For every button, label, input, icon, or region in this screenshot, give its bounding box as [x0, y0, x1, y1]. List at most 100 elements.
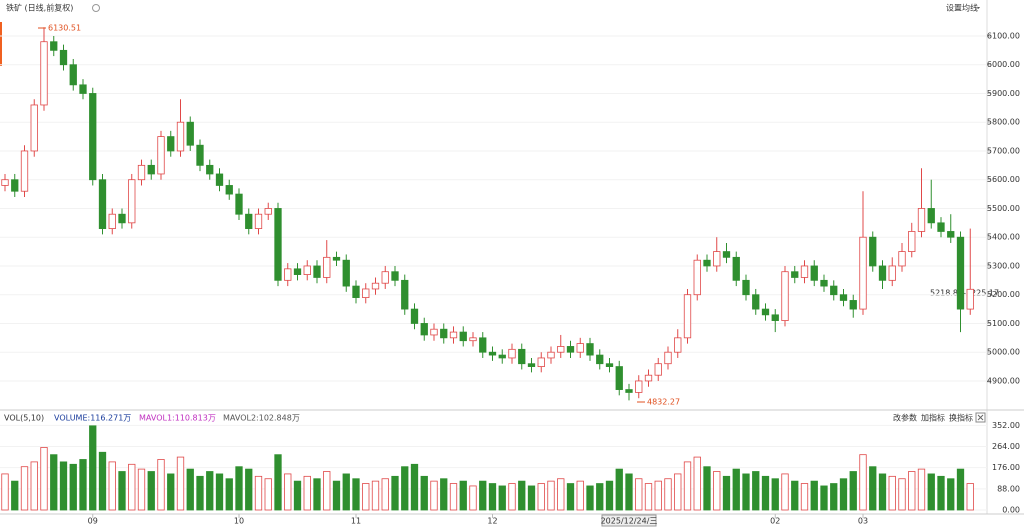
candle-body: [274, 208, 282, 281]
volume-bar: [625, 473, 633, 511]
candle-body: [186, 121, 194, 146]
volume-bar: [605, 480, 614, 511]
volume-bar: [742, 473, 750, 511]
candle-body: [859, 236, 867, 310]
annotation: 4832.27: [647, 398, 680, 407]
volume-bar: [128, 463, 136, 511]
volume-bar: [479, 480, 487, 511]
volume-bar: [810, 480, 818, 511]
volume-bar: [830, 483, 838, 511]
candle-body: [59, 49, 68, 66]
button[interactable]: 加指标: [921, 413, 945, 423]
candle-body: [966, 288, 974, 310]
y-tick-label: 5100.00: [987, 319, 1020, 328]
candle-body: [820, 279, 828, 287]
button[interactable]: 改参数: [893, 413, 917, 423]
volume-bar: [459, 480, 467, 511]
volume-header: MAVOL2:102.848万: [223, 414, 300, 423]
volume-bar: [401, 466, 409, 511]
volume-bar: [937, 475, 945, 511]
volume-bar: [518, 480, 526, 511]
candle-body: [215, 173, 224, 186]
volume-bar: [274, 454, 282, 511]
volume-bar: [206, 471, 214, 511]
y-tick-label: 176.00: [992, 463, 1020, 472]
volume-bar: [654, 480, 662, 511]
candle-body: [917, 208, 926, 232]
candle-body: [381, 271, 389, 284]
volume-bar: [800, 483, 809, 511]
candle-body: [196, 144, 204, 166]
candle-body: [518, 348, 526, 365]
candle-body: [557, 346, 565, 353]
candle-body: [371, 282, 380, 290]
candle-body: [50, 41, 58, 51]
volume-bar: [674, 473, 682, 511]
candle-body: [176, 121, 185, 152]
volume-bar: [771, 478, 779, 511]
candle-body: [1, 179, 9, 186]
menu[interactable]: 设置均线: [946, 3, 978, 13]
volume-bar: [586, 485, 594, 511]
volume-bar: [342, 473, 350, 511]
button[interactable]: 换指标: [949, 413, 973, 423]
volume-bar: [245, 468, 253, 511]
volume-bar: [781, 473, 789, 511]
volume-bar: [683, 461, 692, 511]
volume-bar: [303, 475, 311, 511]
candle-body: [20, 150, 29, 192]
candle-body: [810, 265, 818, 281]
volume-bar: [488, 483, 497, 511]
candle-body: [30, 104, 38, 152]
volume-bar: [615, 468, 623, 511]
y-tick-label: 5400.00: [987, 233, 1020, 242]
candle-body: [245, 213, 253, 229]
candle-body: [469, 337, 477, 342]
candle-body: [644, 374, 653, 382]
candle-body: [596, 354, 604, 365]
volume-bar: [371, 480, 380, 511]
candle-body: [137, 164, 146, 181]
candle-body: [440, 328, 448, 339]
candle-body: [693, 259, 701, 296]
volume-bar: [59, 461, 68, 511]
candle-body: [206, 164, 214, 175]
candle-body: [323, 256, 331, 278]
candle-body: [605, 363, 614, 367]
candle-body: [654, 363, 662, 376]
settings-icon[interactable]: [92, 4, 100, 12]
y-tick-label: 352.00: [992, 421, 1020, 430]
close-button[interactable]: [975, 412, 986, 423]
candle-body: [303, 265, 311, 275]
volume-bar: [722, 475, 731, 511]
candle-body: [459, 331, 467, 342]
y-tick-label: 88.00: [997, 484, 1020, 493]
volume-bar: [323, 471, 331, 511]
candle-body: [722, 251, 731, 258]
candle-body: [732, 256, 740, 281]
volume-bar: [693, 456, 701, 511]
candle-body: [937, 222, 945, 232]
y-tick-label: 5700.00: [987, 146, 1020, 155]
annotation: 5218.83-5225.17: [930, 289, 999, 298]
volume-bar: [498, 485, 506, 511]
candle-body: [313, 265, 321, 278]
x-tick-label: 03: [858, 517, 868, 526]
volume-bar: [635, 478, 643, 511]
candle-body: [157, 136, 165, 175]
y-tick-label: 6100.00: [987, 31, 1020, 40]
volume-bar: [859, 454, 867, 511]
candle-body: [664, 351, 672, 365]
candle-body: [147, 164, 155, 175]
candle-body: [508, 348, 516, 359]
y-tick-label: 5800.00: [987, 118, 1020, 127]
y-tick-label: 5300.00: [987, 261, 1020, 270]
candle-body: [713, 251, 721, 267]
candle-body: [420, 323, 428, 336]
candle-body: [342, 259, 350, 287]
candle-body: [898, 251, 906, 267]
candle-body: [293, 268, 302, 275]
y-tick-label: 6000.00: [987, 60, 1020, 69]
